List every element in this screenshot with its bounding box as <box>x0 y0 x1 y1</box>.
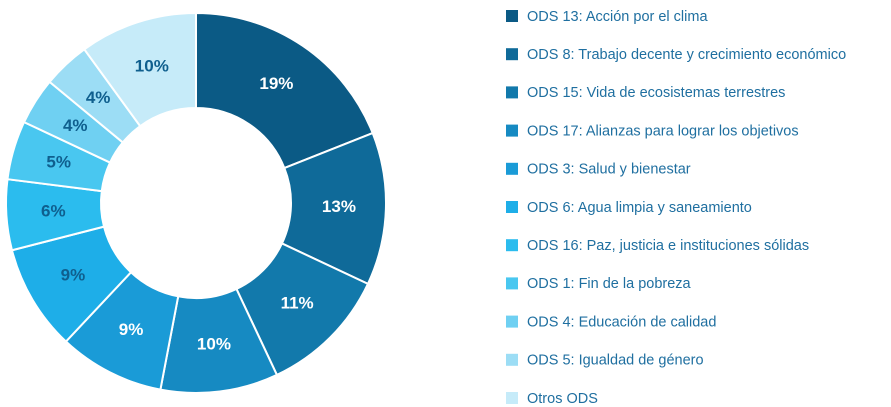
value-label: 4% <box>63 116 88 135</box>
value-label: 6% <box>41 201 66 220</box>
legend-label: ODS 4: Educación de calidad <box>527 314 716 330</box>
legend-swatch <box>506 353 518 366</box>
legend-swatch <box>506 315 518 328</box>
value-label: 11% <box>281 294 314 313</box>
value-label: 13% <box>322 197 356 216</box>
legend-swatch <box>506 239 518 252</box>
legend-swatch <box>506 392 518 404</box>
value-label: 10% <box>197 334 231 353</box>
legend-label: ODS 16: Paz, justicia e instituciones só… <box>527 238 809 254</box>
legend-swatch <box>506 277 518 290</box>
legend-swatch <box>506 10 518 22</box>
legend-label: ODS 15: Vida de ecosistemas terrestres <box>527 85 785 101</box>
donut-segment <box>195 11 374 170</box>
value-label: 19% <box>259 74 293 93</box>
value-label: 9% <box>119 320 144 339</box>
value-label: 4% <box>86 88 111 107</box>
legend-label: ODS 8: Trabajo decente y crecimiento eco… <box>527 47 846 63</box>
legend-swatch <box>506 162 518 175</box>
legend-label: ODS 5: Igualdad de género <box>527 353 704 369</box>
donut-segment <box>82 11 197 128</box>
value-label: 9% <box>61 265 86 284</box>
legend-swatch <box>506 124 518 137</box>
legend-label: Otros ODS <box>527 391 598 407</box>
legend-label: ODS 17: Alianzas para lograr los objetiv… <box>527 123 799 139</box>
legend-label: ODS 6: Agua limpia y saneamiento <box>527 200 752 216</box>
value-label: 10% <box>135 56 169 75</box>
legend-label: ODS 1: Fin de la pobreza <box>527 276 692 292</box>
legend-swatch <box>506 48 518 61</box>
legend-label: ODS 13: Acción por el clima <box>527 9 708 25</box>
legend-label: ODS 3: Salud y bienestar <box>527 162 691 178</box>
legend-swatch <box>506 201 518 213</box>
legend-swatch <box>506 86 518 99</box>
value-label: 5% <box>46 153 71 172</box>
